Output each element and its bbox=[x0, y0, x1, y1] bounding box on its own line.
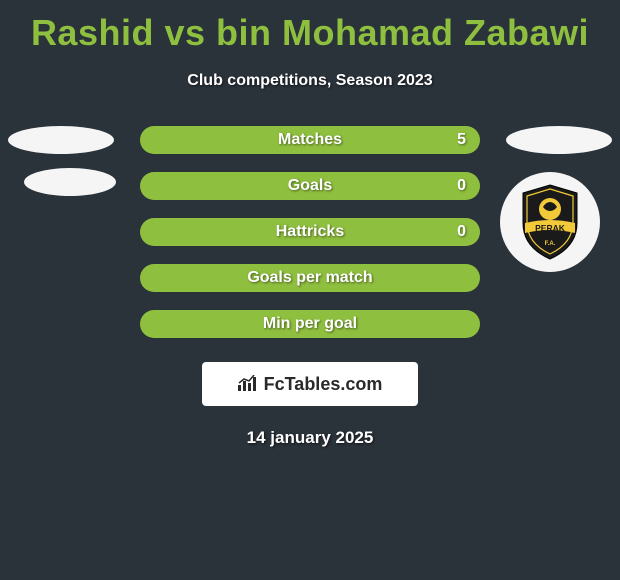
logo-text: FcTables.com bbox=[264, 374, 383, 395]
stat-label: Matches bbox=[278, 131, 342, 149]
stat-row-goals-per-match: Goals per match bbox=[140, 264, 480, 292]
stat-label: Min per goal bbox=[263, 315, 357, 333]
logo-box: FcTables.com bbox=[202, 362, 418, 406]
date-label: 14 january 2025 bbox=[0, 428, 620, 448]
site-logo: FcTables.com bbox=[238, 374, 383, 395]
team-crest: PERAK F.A. bbox=[500, 172, 600, 272]
stat-row-hattricks: Hattricks 0 bbox=[140, 218, 480, 246]
stat-row-matches: Matches 5 bbox=[140, 126, 480, 154]
player-left-avatar-placeholder-2 bbox=[24, 168, 116, 196]
stat-rows: Matches 5 Goals 0 Hattricks 0 Goals per … bbox=[140, 126, 480, 338]
stat-value-right: 0 bbox=[457, 223, 466, 241]
page-title: Rashid vs bin Mohamad Zabawi bbox=[0, 0, 620, 54]
crest-team-name: PERAK bbox=[535, 223, 566, 233]
subtitle: Club competitions, Season 2023 bbox=[0, 72, 620, 90]
stat-label: Goals bbox=[288, 177, 332, 195]
bar-chart-icon bbox=[238, 375, 260, 393]
stat-value-right: 0 bbox=[457, 177, 466, 195]
stat-value-right: 5 bbox=[457, 131, 466, 149]
crest-subtext: F.A. bbox=[545, 241, 556, 247]
stat-label: Hattricks bbox=[276, 223, 344, 241]
comparison-panel: PERAK F.A. Matches 5 Goals 0 Hattricks 0… bbox=[0, 126, 620, 448]
stat-row-min-per-goal: Min per goal bbox=[140, 310, 480, 338]
player-right-avatar-placeholder bbox=[506, 126, 612, 154]
player-left-avatar-placeholder-1 bbox=[8, 126, 114, 154]
shield-icon: PERAK F.A. bbox=[517, 183, 583, 261]
stat-label: Goals per match bbox=[247, 269, 372, 287]
stat-row-goals: Goals 0 bbox=[140, 172, 480, 200]
